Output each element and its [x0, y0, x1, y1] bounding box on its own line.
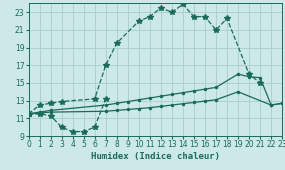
X-axis label: Humidex (Indice chaleur): Humidex (Indice chaleur)	[91, 152, 220, 161]
